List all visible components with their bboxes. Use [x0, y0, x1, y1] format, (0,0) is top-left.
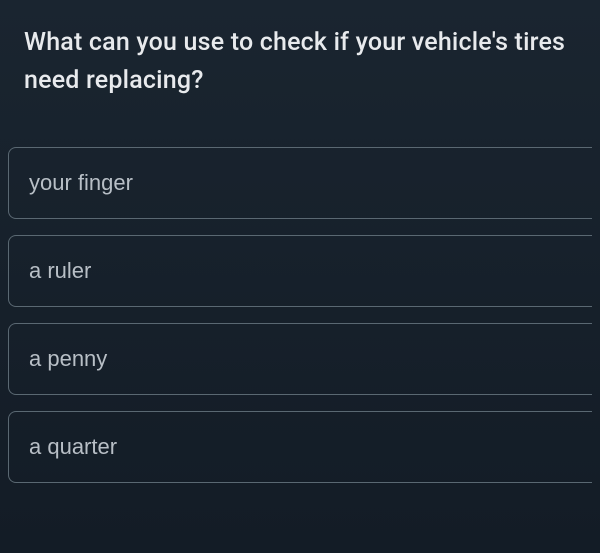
question-text: What can you use to check if your vehicl… — [24, 24, 576, 99]
options-container: your finger a ruler a penny a quarter — [0, 147, 600, 483]
option-1[interactable]: a ruler — [8, 235, 592, 307]
question-container: What can you use to check if your vehicl… — [0, 0, 600, 99]
option-0[interactable]: your finger — [8, 147, 592, 219]
option-3[interactable]: a quarter — [8, 411, 592, 483]
option-2[interactable]: a penny — [8, 323, 592, 395]
